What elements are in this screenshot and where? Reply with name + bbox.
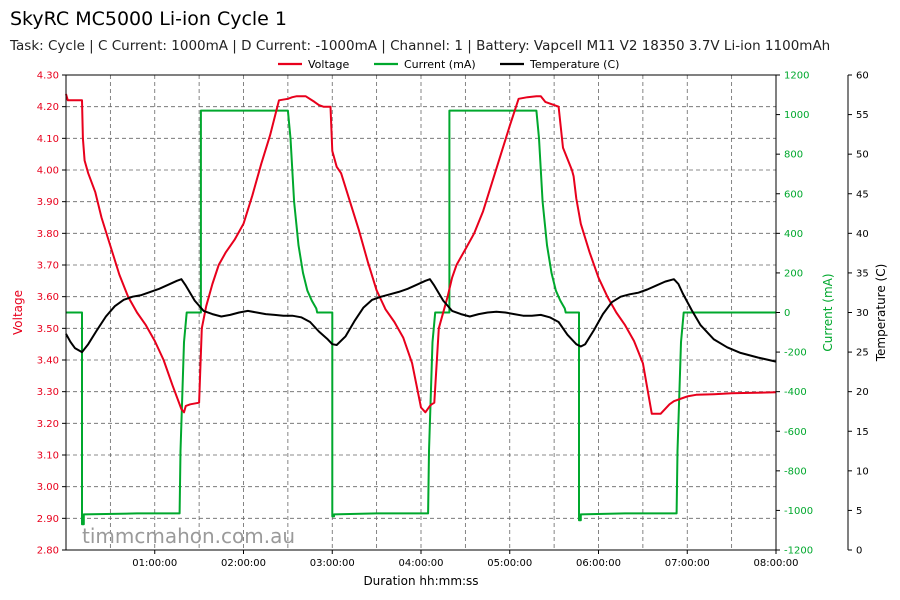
temperature-tick-label: 5 bbox=[856, 506, 862, 517]
series-line-voltage bbox=[65, 93, 777, 415]
voltage-tick-label: 2.80 bbox=[37, 546, 59, 557]
legend: Voltage Current (mA) Temperature (C) bbox=[278, 58, 619, 71]
voltage-tick-label: 3.80 bbox=[37, 229, 59, 240]
watermark: timmcmahon.com.au bbox=[82, 524, 295, 548]
voltage-tick-label: 3.40 bbox=[37, 356, 59, 367]
current-tick-label: 1000 bbox=[784, 110, 809, 121]
temperature-tick-label: 35 bbox=[856, 268, 869, 279]
x-tick-label: 04:00:00 bbox=[399, 558, 444, 569]
current-axis-label: Current (mA) bbox=[821, 273, 835, 351]
temperature-tick-label: 50 bbox=[856, 150, 869, 161]
current-tick-label: -800 bbox=[784, 466, 807, 477]
chart-subtitle: Task: Cycle | C Current: 1000mA | D Curr… bbox=[10, 38, 831, 54]
current-tick-label: 800 bbox=[784, 150, 803, 161]
temperature-tick-label: 55 bbox=[856, 110, 869, 121]
temperature-tick-label: 20 bbox=[856, 387, 869, 398]
temperature-tick-label: 15 bbox=[856, 427, 869, 438]
x-tick-label: 08:00:00 bbox=[754, 558, 799, 569]
x-tick-label: 05:00:00 bbox=[487, 558, 532, 569]
current-tick-label: -1000 bbox=[784, 506, 813, 517]
current-tick-label: -1200 bbox=[784, 546, 813, 557]
temperature-tick-label: 25 bbox=[856, 348, 869, 359]
voltage-tick-label: 4.00 bbox=[37, 166, 59, 177]
x-tick-label: 06:00:00 bbox=[576, 558, 621, 569]
current-tick-label: 600 bbox=[784, 189, 803, 200]
current-tick-label: 1200 bbox=[784, 71, 809, 82]
voltage-tick-label: 3.90 bbox=[37, 197, 59, 208]
voltage-tick-label: 4.20 bbox=[37, 102, 59, 113]
current-tick-label: 400 bbox=[784, 229, 803, 240]
temperature-tick-label: 40 bbox=[856, 229, 869, 240]
voltage-tick-label: 2.90 bbox=[37, 514, 59, 525]
series-layer bbox=[65, 93, 777, 526]
temperature-tick-label: 60 bbox=[856, 71, 869, 82]
voltage-tick-label: 3.00 bbox=[37, 482, 59, 493]
temperature-tick-label: 10 bbox=[856, 466, 869, 477]
current-tick-label: -600 bbox=[784, 427, 807, 438]
current-tick-label: -400 bbox=[784, 387, 807, 398]
legend-label: Voltage bbox=[308, 58, 349, 71]
x-tick-label: 07:00:00 bbox=[665, 558, 710, 569]
temperature-tick-label: 45 bbox=[856, 189, 869, 200]
gridlines bbox=[66, 74, 777, 551]
voltage-tick-label: 3.60 bbox=[37, 292, 59, 303]
series-line-temperature bbox=[65, 278, 777, 363]
temperature-tick-label: 0 bbox=[856, 546, 862, 557]
voltage-tick-label: 3.20 bbox=[37, 419, 59, 430]
voltage-tick-label: 3.70 bbox=[37, 261, 59, 272]
voltage-tick-label: 3.30 bbox=[37, 387, 59, 398]
legend-label: Current (mA) bbox=[404, 58, 476, 71]
current-tick-label: 0 bbox=[784, 308, 790, 319]
voltage-tick-label: 4.30 bbox=[37, 71, 59, 82]
x-axis-label: Duration hh:mm:ss bbox=[363, 574, 478, 588]
axes: 01:00:00 02:00:00 03:00:00 04:00:00 05:00:00… bbox=[11, 71, 888, 589]
chart-title: SkyRC MC5000 Li-ion Cycle 1 bbox=[10, 8, 288, 30]
current-tick-label: -200 bbox=[784, 348, 807, 359]
voltage-tick-label: 4.10 bbox=[37, 134, 59, 145]
x-tick-label: 02:00:00 bbox=[221, 558, 266, 569]
legend-label: Temperature (C) bbox=[529, 58, 619, 71]
x-tick-label: 01:00:00 bbox=[132, 558, 177, 569]
current-tick-label: 200 bbox=[784, 268, 803, 279]
voltage-tick-label: 3.10 bbox=[37, 451, 59, 462]
series-line-current bbox=[66, 109, 776, 526]
temperature-axis-label: Temperature (C) bbox=[874, 264, 888, 363]
voltage-tick-label: 3.50 bbox=[37, 324, 59, 335]
voltage-axis-label: Voltage bbox=[11, 290, 25, 335]
x-tick-label: 03:00:00 bbox=[310, 558, 355, 569]
temperature-tick-label: 30 bbox=[856, 308, 869, 319]
